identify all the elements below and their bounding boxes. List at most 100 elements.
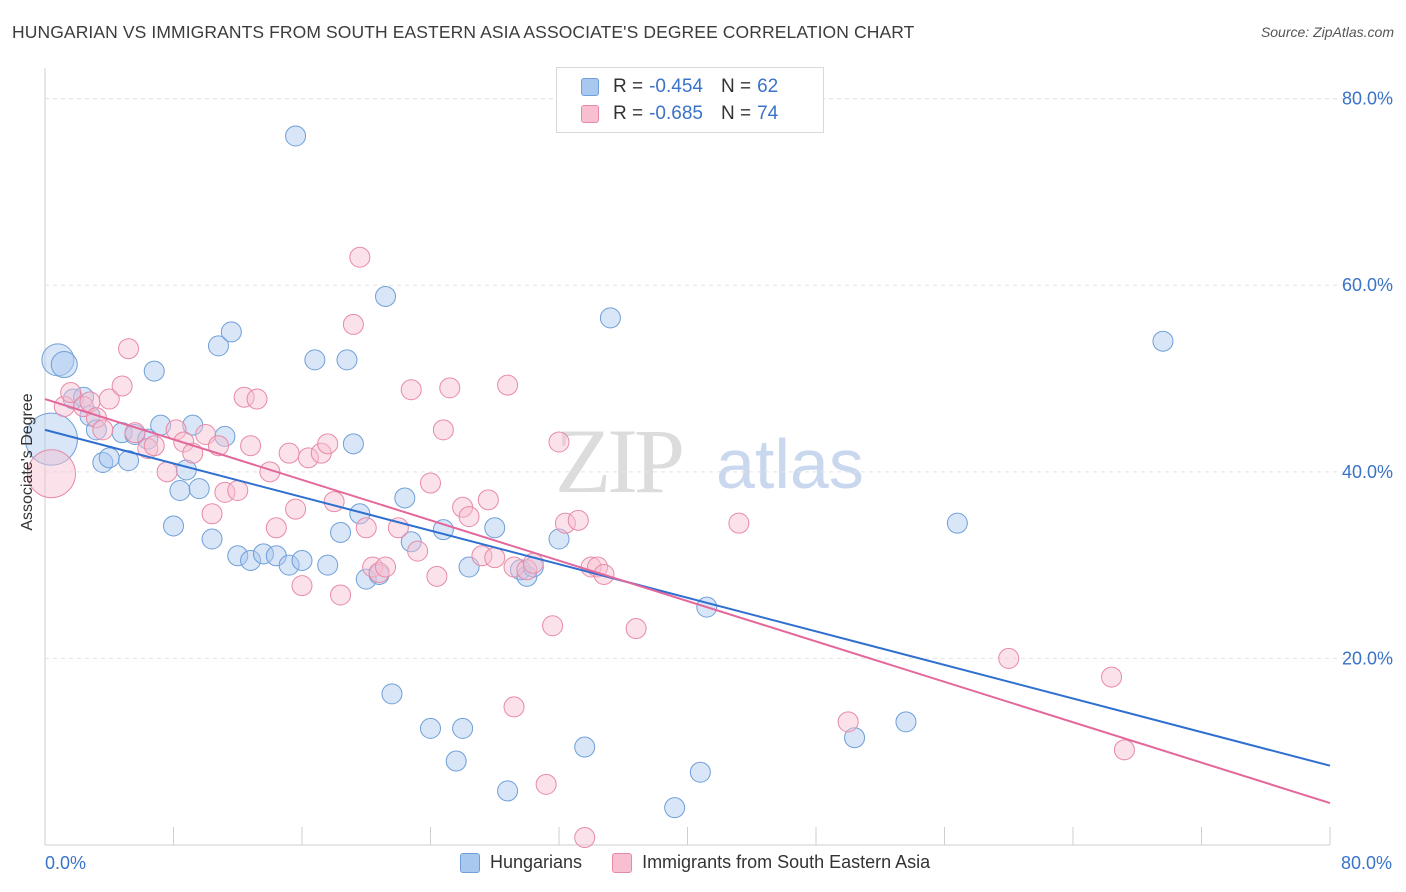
data-point xyxy=(400,379,422,401)
y-tick-label: 80.0% xyxy=(1342,89,1393,109)
data-point xyxy=(375,285,397,307)
legend-n-label: N = xyxy=(720,76,752,97)
data-point xyxy=(330,584,352,606)
watermark-atlas: atlas xyxy=(716,425,864,503)
source-label: Source: ZipAtlas.com xyxy=(1260,24,1394,40)
data-point xyxy=(355,517,377,539)
trend-line-immigrants xyxy=(44,398,1331,804)
data-point xyxy=(420,472,441,494)
data-point xyxy=(599,307,621,329)
data-point xyxy=(278,554,300,576)
data-point xyxy=(1101,666,1123,688)
data-point xyxy=(477,489,499,511)
data-point xyxy=(342,433,364,455)
data-point xyxy=(137,428,159,450)
data-point xyxy=(227,545,249,567)
data-point xyxy=(516,559,538,581)
trend-line-hungarians xyxy=(44,428,1331,767)
series-swatch-immigrants xyxy=(612,852,633,873)
data-point xyxy=(1113,739,1135,761)
data-point xyxy=(207,335,229,357)
data-point xyxy=(143,360,165,382)
data-point xyxy=(98,388,120,410)
data-point xyxy=(207,435,229,457)
data-point xyxy=(542,615,564,637)
y-tick-label: 60.0% xyxy=(1342,275,1393,295)
data-point xyxy=(317,433,339,455)
series-swatch-hungarians xyxy=(460,852,480,873)
data-point xyxy=(201,503,223,525)
data-point xyxy=(265,517,287,539)
data-point xyxy=(50,351,78,379)
legend-r-value: -0.685 xyxy=(649,103,703,124)
data-point xyxy=(156,461,178,483)
data-point xyxy=(317,554,339,576)
data-point xyxy=(381,683,403,705)
legend-r-label: R = xyxy=(613,76,644,97)
data-point xyxy=(407,540,429,562)
data-point xyxy=(336,349,358,371)
data-point xyxy=(439,377,461,399)
legend-r-value: -0.454 xyxy=(649,76,703,97)
y-axis-label: Associate's Degree xyxy=(19,393,36,531)
series-immigrants xyxy=(26,246,1135,849)
data-point xyxy=(92,419,114,441)
data-point xyxy=(535,773,557,795)
legend-r-label: R = xyxy=(613,103,644,124)
data-point xyxy=(554,512,576,534)
data-point xyxy=(259,461,281,483)
data-point xyxy=(452,717,474,739)
data-point xyxy=(362,556,384,578)
data-point xyxy=(625,618,647,640)
x-tick-label: 0.0% xyxy=(45,853,86,873)
data-point xyxy=(375,556,397,578)
data-point xyxy=(484,547,506,569)
data-point xyxy=(291,575,313,597)
data-point xyxy=(26,449,76,499)
data-point xyxy=(118,450,140,472)
series-label-immigrants: Immigrants from South Eastern Asia xyxy=(642,852,931,872)
data-point xyxy=(497,780,519,802)
data-point xyxy=(240,435,262,457)
data-point xyxy=(111,375,133,397)
data-point xyxy=(182,442,204,464)
data-point xyxy=(574,827,596,849)
data-point xyxy=(227,479,249,501)
data-point xyxy=(998,647,1020,669)
data-point xyxy=(426,565,448,587)
series-legend-hungarians[interactable]: Hungarians xyxy=(460,852,582,873)
data-point xyxy=(503,696,525,718)
data-point xyxy=(432,419,454,441)
data-point xyxy=(420,717,441,739)
data-point xyxy=(664,797,686,819)
data-point xyxy=(330,521,352,543)
data-point xyxy=(458,506,480,528)
data-point xyxy=(445,750,467,772)
y-tick-label: 40.0% xyxy=(1342,462,1393,482)
data-point xyxy=(85,419,107,441)
data-point xyxy=(220,321,242,343)
correlation-legend: R = -0.454 N = 62 R = -0.685 N = 74 xyxy=(556,67,824,133)
data-point xyxy=(497,374,519,396)
data-point xyxy=(837,711,859,733)
watermark-zip: ZIP xyxy=(555,410,682,512)
data-point xyxy=(689,761,711,783)
data-point xyxy=(355,568,377,590)
legend-swatch-hungarians xyxy=(581,78,599,96)
data-point xyxy=(285,498,307,520)
data-point xyxy=(394,487,416,509)
data-point xyxy=(291,549,313,571)
legend-swatch-immigrants xyxy=(581,105,599,123)
data-point xyxy=(60,382,82,404)
data-point xyxy=(342,313,364,335)
chart-title: HUNGARIAN VS IMMIGRANTS FROM SOUTH EASTE… xyxy=(12,22,915,42)
series-legend-immigrants[interactable]: Immigrants from South Eastern Asia xyxy=(612,852,930,873)
data-point xyxy=(246,388,268,410)
data-point xyxy=(188,478,210,500)
y-tick-label: 20.0% xyxy=(1342,648,1393,668)
data-point xyxy=(548,431,570,453)
data-point xyxy=(574,736,596,758)
data-point xyxy=(323,491,345,513)
data-point xyxy=(946,512,968,534)
